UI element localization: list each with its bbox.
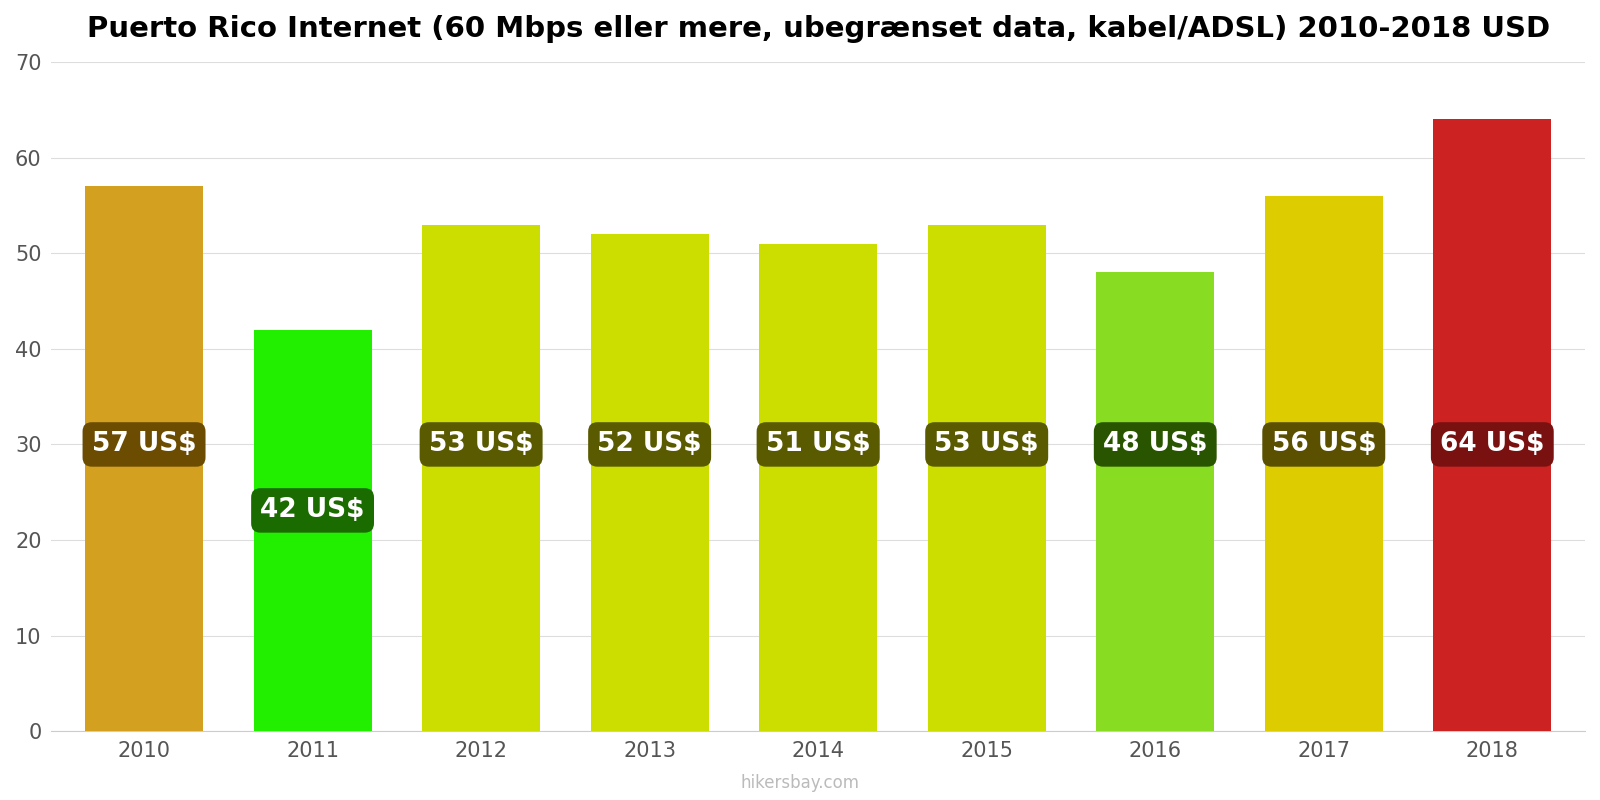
Text: 56 US$: 56 US$ <box>1272 431 1376 458</box>
Text: 51 US$: 51 US$ <box>766 431 870 458</box>
Text: 48 US$: 48 US$ <box>1102 431 1208 458</box>
Bar <box>590 234 709 731</box>
Text: 57 US$: 57 US$ <box>91 431 197 458</box>
Bar <box>1434 119 1552 731</box>
Text: 52 US$: 52 US$ <box>597 431 702 458</box>
Text: 53 US$: 53 US$ <box>934 431 1038 458</box>
Text: 64 US$: 64 US$ <box>1440 431 1544 458</box>
Bar <box>422 225 541 731</box>
Bar <box>1096 272 1214 731</box>
Bar <box>85 186 203 731</box>
Bar <box>758 244 877 731</box>
Text: 42 US$: 42 US$ <box>261 498 365 523</box>
Text: 53 US$: 53 US$ <box>429 431 533 458</box>
Bar <box>928 225 1046 731</box>
Title: Puerto Rico Internet (60 Mbps eller mere, ubegrænset data, kabel/ADSL) 2010-2018: Puerto Rico Internet (60 Mbps eller mere… <box>86 15 1550 43</box>
Bar <box>253 330 371 731</box>
Bar <box>1264 196 1382 731</box>
Text: hikersbay.com: hikersbay.com <box>741 774 859 792</box>
